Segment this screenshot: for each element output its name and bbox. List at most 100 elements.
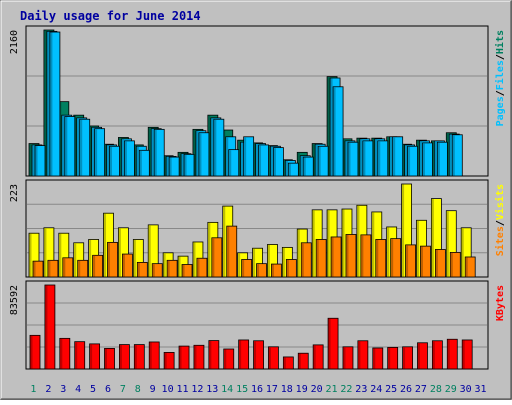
bar-pages-day-28: [436, 141, 448, 177]
day-label-27: 27: [415, 384, 427, 395]
day-label-21: 21: [325, 384, 337, 395]
bar-pages-day-17: [273, 147, 284, 177]
bar-shade: [227, 226, 230, 277]
bar-sites-day-7: [122, 253, 133, 278]
bar-shade: [283, 357, 286, 369]
bar-shade: [223, 206, 226, 277]
bar-kbytes-day-2: [44, 284, 56, 370]
bar-pages-day-24: [377, 140, 389, 177]
bar-shade: [318, 146, 321, 176]
bar-shade: [208, 115, 211, 176]
bar-sites-day-14: [226, 225, 238, 278]
bar-shade: [29, 144, 32, 176]
bar-shade: [124, 141, 127, 176]
bar-shade: [372, 212, 375, 277]
bar-shade: [288, 163, 291, 176]
bar-shade: [253, 248, 256, 277]
bar-shade: [431, 199, 434, 277]
bar-sites-day-26: [405, 244, 416, 278]
bar-shade: [133, 145, 136, 176]
day-label-17: 17: [266, 384, 278, 395]
bar-shade: [163, 253, 166, 277]
bar-pages-day-15: [243, 136, 255, 177]
bar-kbytes-day-1: [29, 334, 41, 370]
bar-shade: [45, 285, 48, 369]
bar-shade: [178, 152, 181, 176]
bar-sites-day-9: [151, 263, 163, 278]
bar-shade: [348, 142, 351, 176]
bar-shade: [214, 119, 217, 176]
bar-shade: [74, 115, 77, 176]
bar-shade: [139, 150, 142, 176]
bar-shade: [197, 258, 200, 277]
bar-shade: [77, 118, 80, 176]
day-label-14: 14: [221, 384, 233, 395]
bar-shade: [223, 130, 226, 176]
bar-shade: [149, 342, 152, 369]
bar-pages-day-29: [451, 134, 463, 177]
day-label-7: 7: [120, 384, 126, 395]
bar-shade: [416, 220, 419, 277]
bar-shade: [59, 233, 62, 277]
bar-pages-day-19: [302, 156, 314, 177]
bar-pages-day-12: [198, 132, 210, 177]
bar-shade: [104, 144, 107, 176]
bar-pages-day-2: [49, 31, 61, 177]
bar-shade: [375, 139, 378, 176]
bar-kbytes-day-23: [357, 340, 369, 370]
bar-shade: [256, 144, 259, 176]
chart-panels: 2160Pages/Files/Hits223Sites/Visits83592…: [9, 25, 506, 370]
bar-shade: [209, 341, 212, 369]
bar-shade: [137, 262, 140, 277]
legend-files: Files: [494, 60, 506, 90]
bar-shade: [450, 252, 453, 277]
bar-sites-day-8: [136, 262, 148, 278]
bar-shade: [164, 352, 167, 369]
bar-shade: [446, 211, 449, 277]
bar-sites-day-3: [62, 257, 74, 278]
bar-shade: [47, 31, 50, 176]
day-label-16: 16: [251, 384, 263, 395]
bar-shade: [178, 256, 181, 277]
bar-shade: [239, 340, 242, 369]
chart-title: Daily usage for June 2014: [20, 9, 201, 23]
bar-shade: [119, 345, 122, 369]
bar-shade: [282, 247, 285, 277]
bar-shade: [417, 343, 420, 369]
day-label-19: 19: [296, 384, 308, 395]
bar-shade: [169, 157, 172, 176]
bar-shade: [405, 145, 408, 176]
bar-shade: [331, 237, 334, 277]
bar-shade: [35, 146, 38, 176]
bar-shade: [315, 144, 318, 176]
bar-shade: [211, 118, 214, 176]
bar-shade: [312, 144, 315, 176]
bar-kbytes-day-13: [208, 340, 220, 370]
x-axis-labels: 1 2 3 4 5 6 7 8 9 10 11 12 13 14 15 16 17 18 19 20 21 22 23 24 2…: [30, 384, 486, 395]
legend-separator: /: [495, 90, 506, 96]
bar-shade: [238, 253, 241, 277]
panel-3-max-label: 83592: [9, 285, 20, 315]
bar-shade: [181, 154, 184, 176]
bar-shade: [60, 338, 63, 369]
bar-kbytes-day-22: [342, 346, 354, 370]
panel-3-legend: KBytes: [495, 285, 506, 321]
day-label-20: 20: [311, 384, 323, 395]
bar-shade: [446, 133, 449, 176]
bar-shade: [403, 347, 406, 369]
legend-pages: Pages: [495, 96, 506, 126]
bar-shade: [268, 347, 271, 369]
bar-sites-day-10: [166, 259, 178, 278]
bar-shade: [242, 259, 245, 277]
bar-sites-day-21: [330, 236, 342, 278]
bar-shade: [182, 264, 185, 277]
bar-pages-day-1: [34, 145, 46, 177]
legend-hits: Hits: [494, 30, 506, 54]
bar-shade: [372, 138, 375, 176]
bar-shade: [244, 137, 247, 176]
bar-shade: [33, 261, 36, 277]
bar-shade: [376, 239, 379, 277]
day-label-18: 18: [281, 384, 293, 395]
